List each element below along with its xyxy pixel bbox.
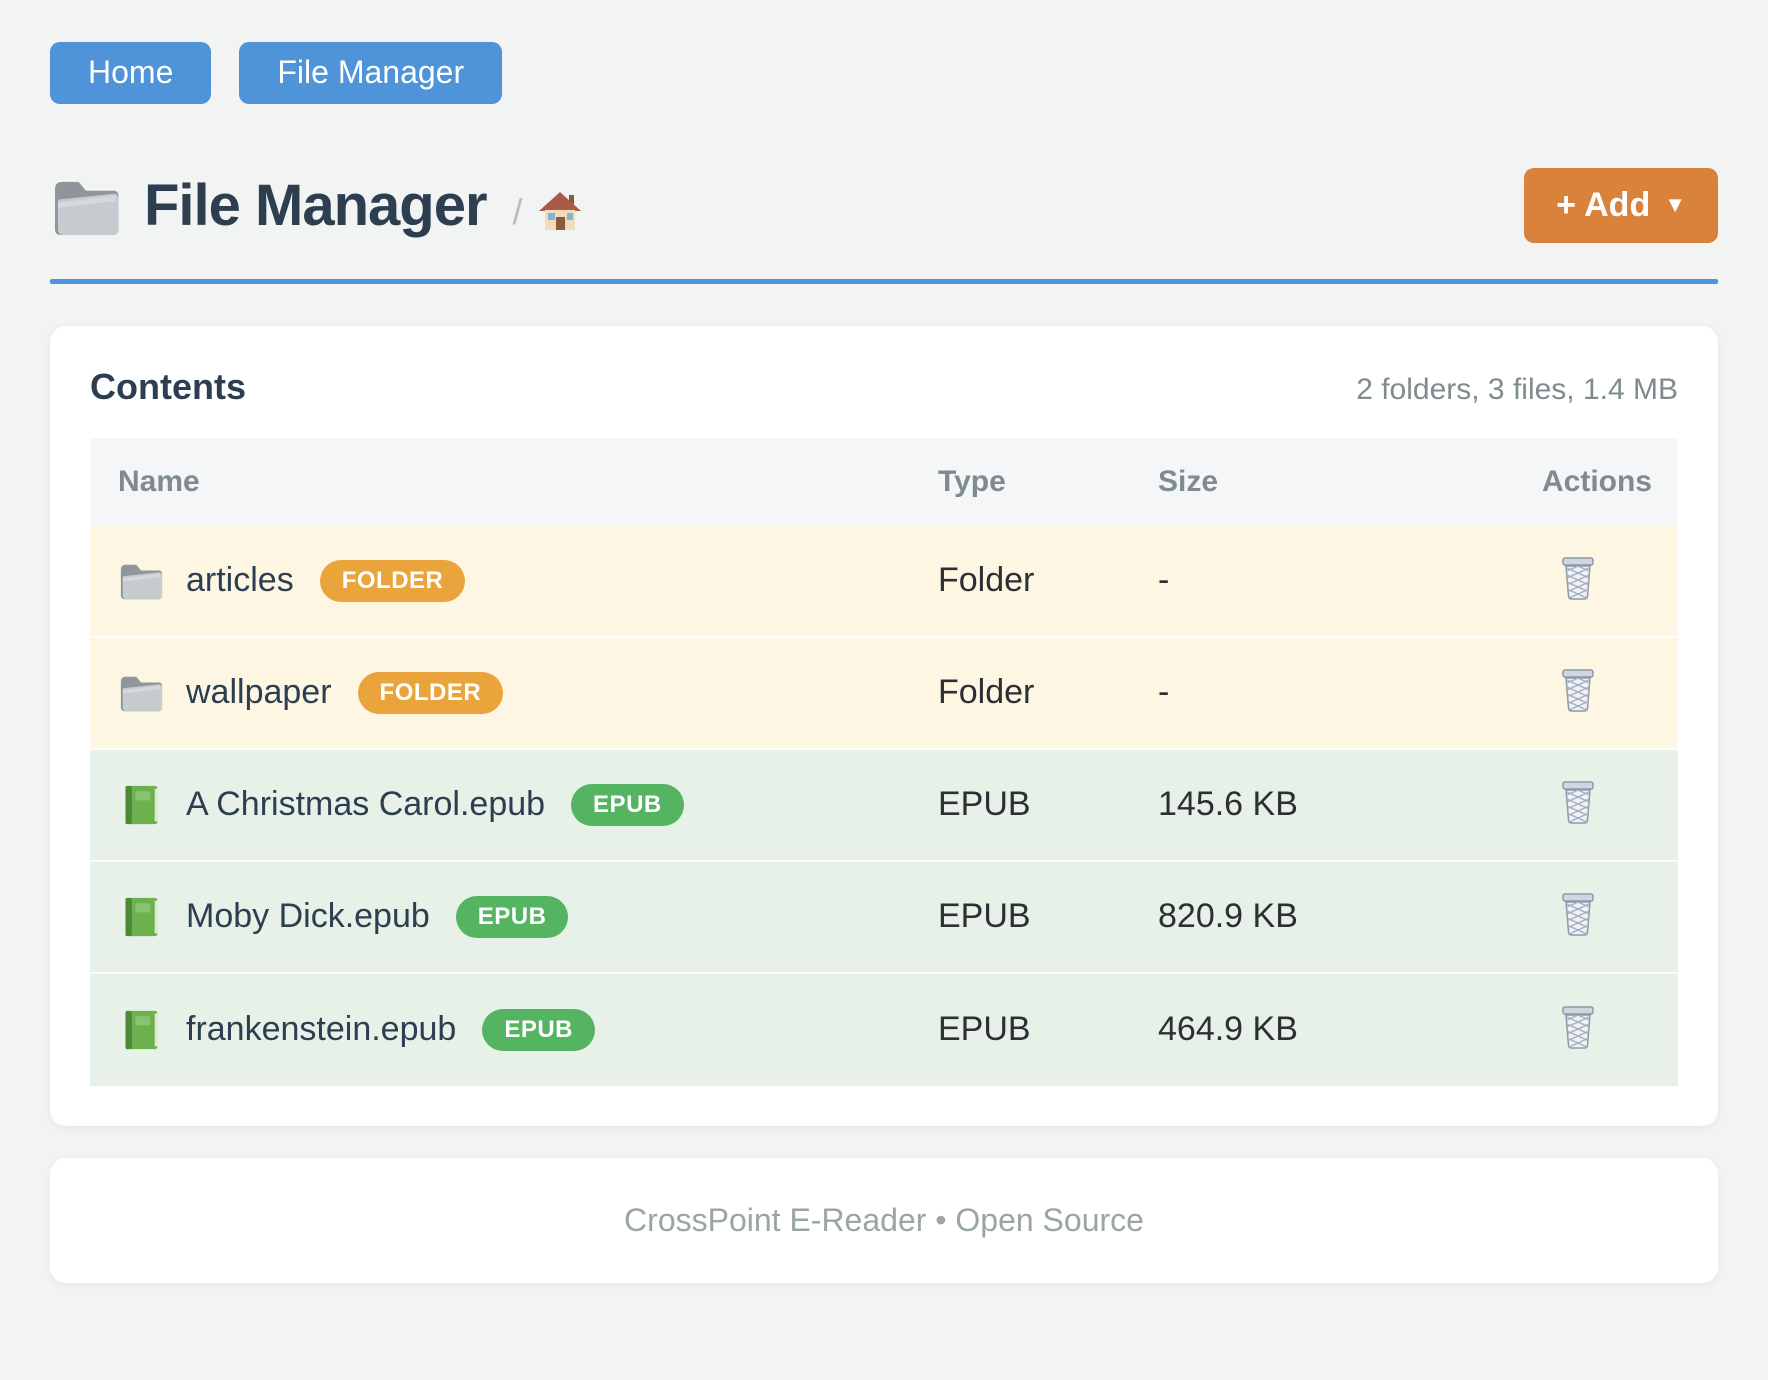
type-cell: Folder	[938, 673, 1035, 712]
trash-icon	[1558, 1004, 1598, 1050]
size-cell: 820.9 KB	[1158, 897, 1298, 936]
delete-button[interactable]	[1554, 1000, 1602, 1057]
file-manager-nav-button[interactable]: File Manager	[239, 42, 503, 104]
type-cell: Folder	[938, 561, 1035, 600]
top-nav: Home File Manager	[50, 42, 1718, 104]
delete-button[interactable]	[1554, 663, 1602, 720]
name-cell: frankenstein.epub EPUB	[90, 1008, 938, 1051]
delete-button[interactable]	[1554, 775, 1602, 832]
column-header-name: Name	[118, 464, 200, 498]
contents-title: Contents	[90, 365, 246, 407]
table-row-wallpaper: wallpaper FOLDER Folder -	[90, 637, 1678, 750]
trash-icon	[1558, 667, 1598, 713]
column-header-type: Type	[938, 464, 1006, 498]
actions-cell	[1478, 551, 1678, 610]
breadcrumb-separator: /	[512, 191, 523, 233]
epub-badge: EPUB	[482, 1008, 595, 1051]
actions-cell	[1478, 887, 1678, 946]
table-row-moby-dick: Moby Dick.epub EPUB EPUB 820.9 KB	[90, 861, 1678, 974]
table-row-christmas-carol: A Christmas Carol.epub EPUB EPUB 145.6 K…	[90, 749, 1678, 862]
column-header-size: Size	[1158, 464, 1219, 498]
add-button-label: + Add	[1556, 185, 1651, 224]
epub-badge: EPUB	[455, 895, 569, 938]
title-group: File Manager /	[50, 172, 583, 239]
page-title: File Manager	[144, 172, 488, 238]
size-cell: -	[1158, 673, 1170, 712]
type-cell: EPUB	[938, 785, 1031, 824]
file-name-link[interactable]: Moby Dick.epub	[186, 897, 430, 936]
file-name-link[interactable]: A Christmas Carol.epub	[186, 785, 546, 824]
name-cell: wallpaper FOLDER	[90, 671, 938, 714]
contents-summary: 2 folders, 3 files, 1.4 MB	[1356, 372, 1678, 406]
header-divider	[50, 278, 1718, 284]
table-row-articles: articles FOLDER Folder -	[90, 525, 1678, 638]
type-cell: EPUB	[938, 897, 1031, 936]
chevron-down-icon: ▼	[1664, 192, 1686, 218]
folder-icon	[118, 560, 164, 602]
folder-badge: FOLDER	[319, 559, 466, 602]
folder-icon	[50, 176, 122, 238]
actions-cell	[1478, 775, 1678, 834]
file-table: Name Type Size Actions articles FOLDER F…	[90, 437, 1678, 1086]
size-cell: 464.9 KB	[1158, 1010, 1298, 1049]
contents-card: Contents 2 folders, 3 files, 1.4 MB Name…	[50, 325, 1718, 1126]
book-icon	[118, 896, 164, 938]
contents-card-header: Contents 2 folders, 3 files, 1.4 MB	[90, 366, 1678, 408]
name-cell: articles FOLDER	[90, 559, 938, 602]
column-header-actions: Actions	[1541, 464, 1652, 498]
page-header: File Manager / + Add ▼	[50, 167, 1718, 243]
size-cell: -	[1158, 561, 1170, 600]
file-name-link[interactable]: wallpaper	[186, 673, 332, 712]
footer: CrossPoint E-Reader • Open Source	[50, 1157, 1718, 1283]
trash-icon	[1558, 891, 1598, 937]
book-icon	[118, 784, 164, 826]
home-breadcrumb-icon[interactable]	[537, 190, 583, 232]
folder-badge: FOLDER	[357, 671, 504, 714]
home-nav-button[interactable]: Home	[50, 42, 212, 104]
table-header-row: Name Type Size Actions	[90, 437, 1678, 526]
trash-icon	[1558, 779, 1598, 825]
size-cell: 145.6 KB	[1158, 785, 1298, 824]
footer-text: CrossPoint E-Reader • Open Source	[624, 1201, 1144, 1238]
file-name-link[interactable]: frankenstein.epub	[186, 1010, 457, 1049]
name-cell: A Christmas Carol.epub EPUB	[90, 783, 938, 826]
book-icon	[118, 1009, 164, 1051]
trash-icon	[1558, 555, 1598, 601]
actions-cell	[1478, 1000, 1678, 1059]
file-name-link[interactable]: articles	[186, 561, 294, 600]
delete-button[interactable]	[1554, 887, 1602, 944]
table-row-frankenstein: frankenstein.epub EPUB EPUB 464.9 KB	[90, 973, 1678, 1086]
type-cell: EPUB	[938, 1010, 1031, 1049]
epub-badge: EPUB	[571, 783, 684, 826]
actions-cell	[1478, 663, 1678, 722]
add-button[interactable]: + Add ▼	[1524, 167, 1718, 243]
name-cell: Moby Dick.epub EPUB	[90, 895, 938, 938]
folder-icon	[118, 672, 164, 714]
delete-button[interactable]	[1554, 551, 1602, 608]
